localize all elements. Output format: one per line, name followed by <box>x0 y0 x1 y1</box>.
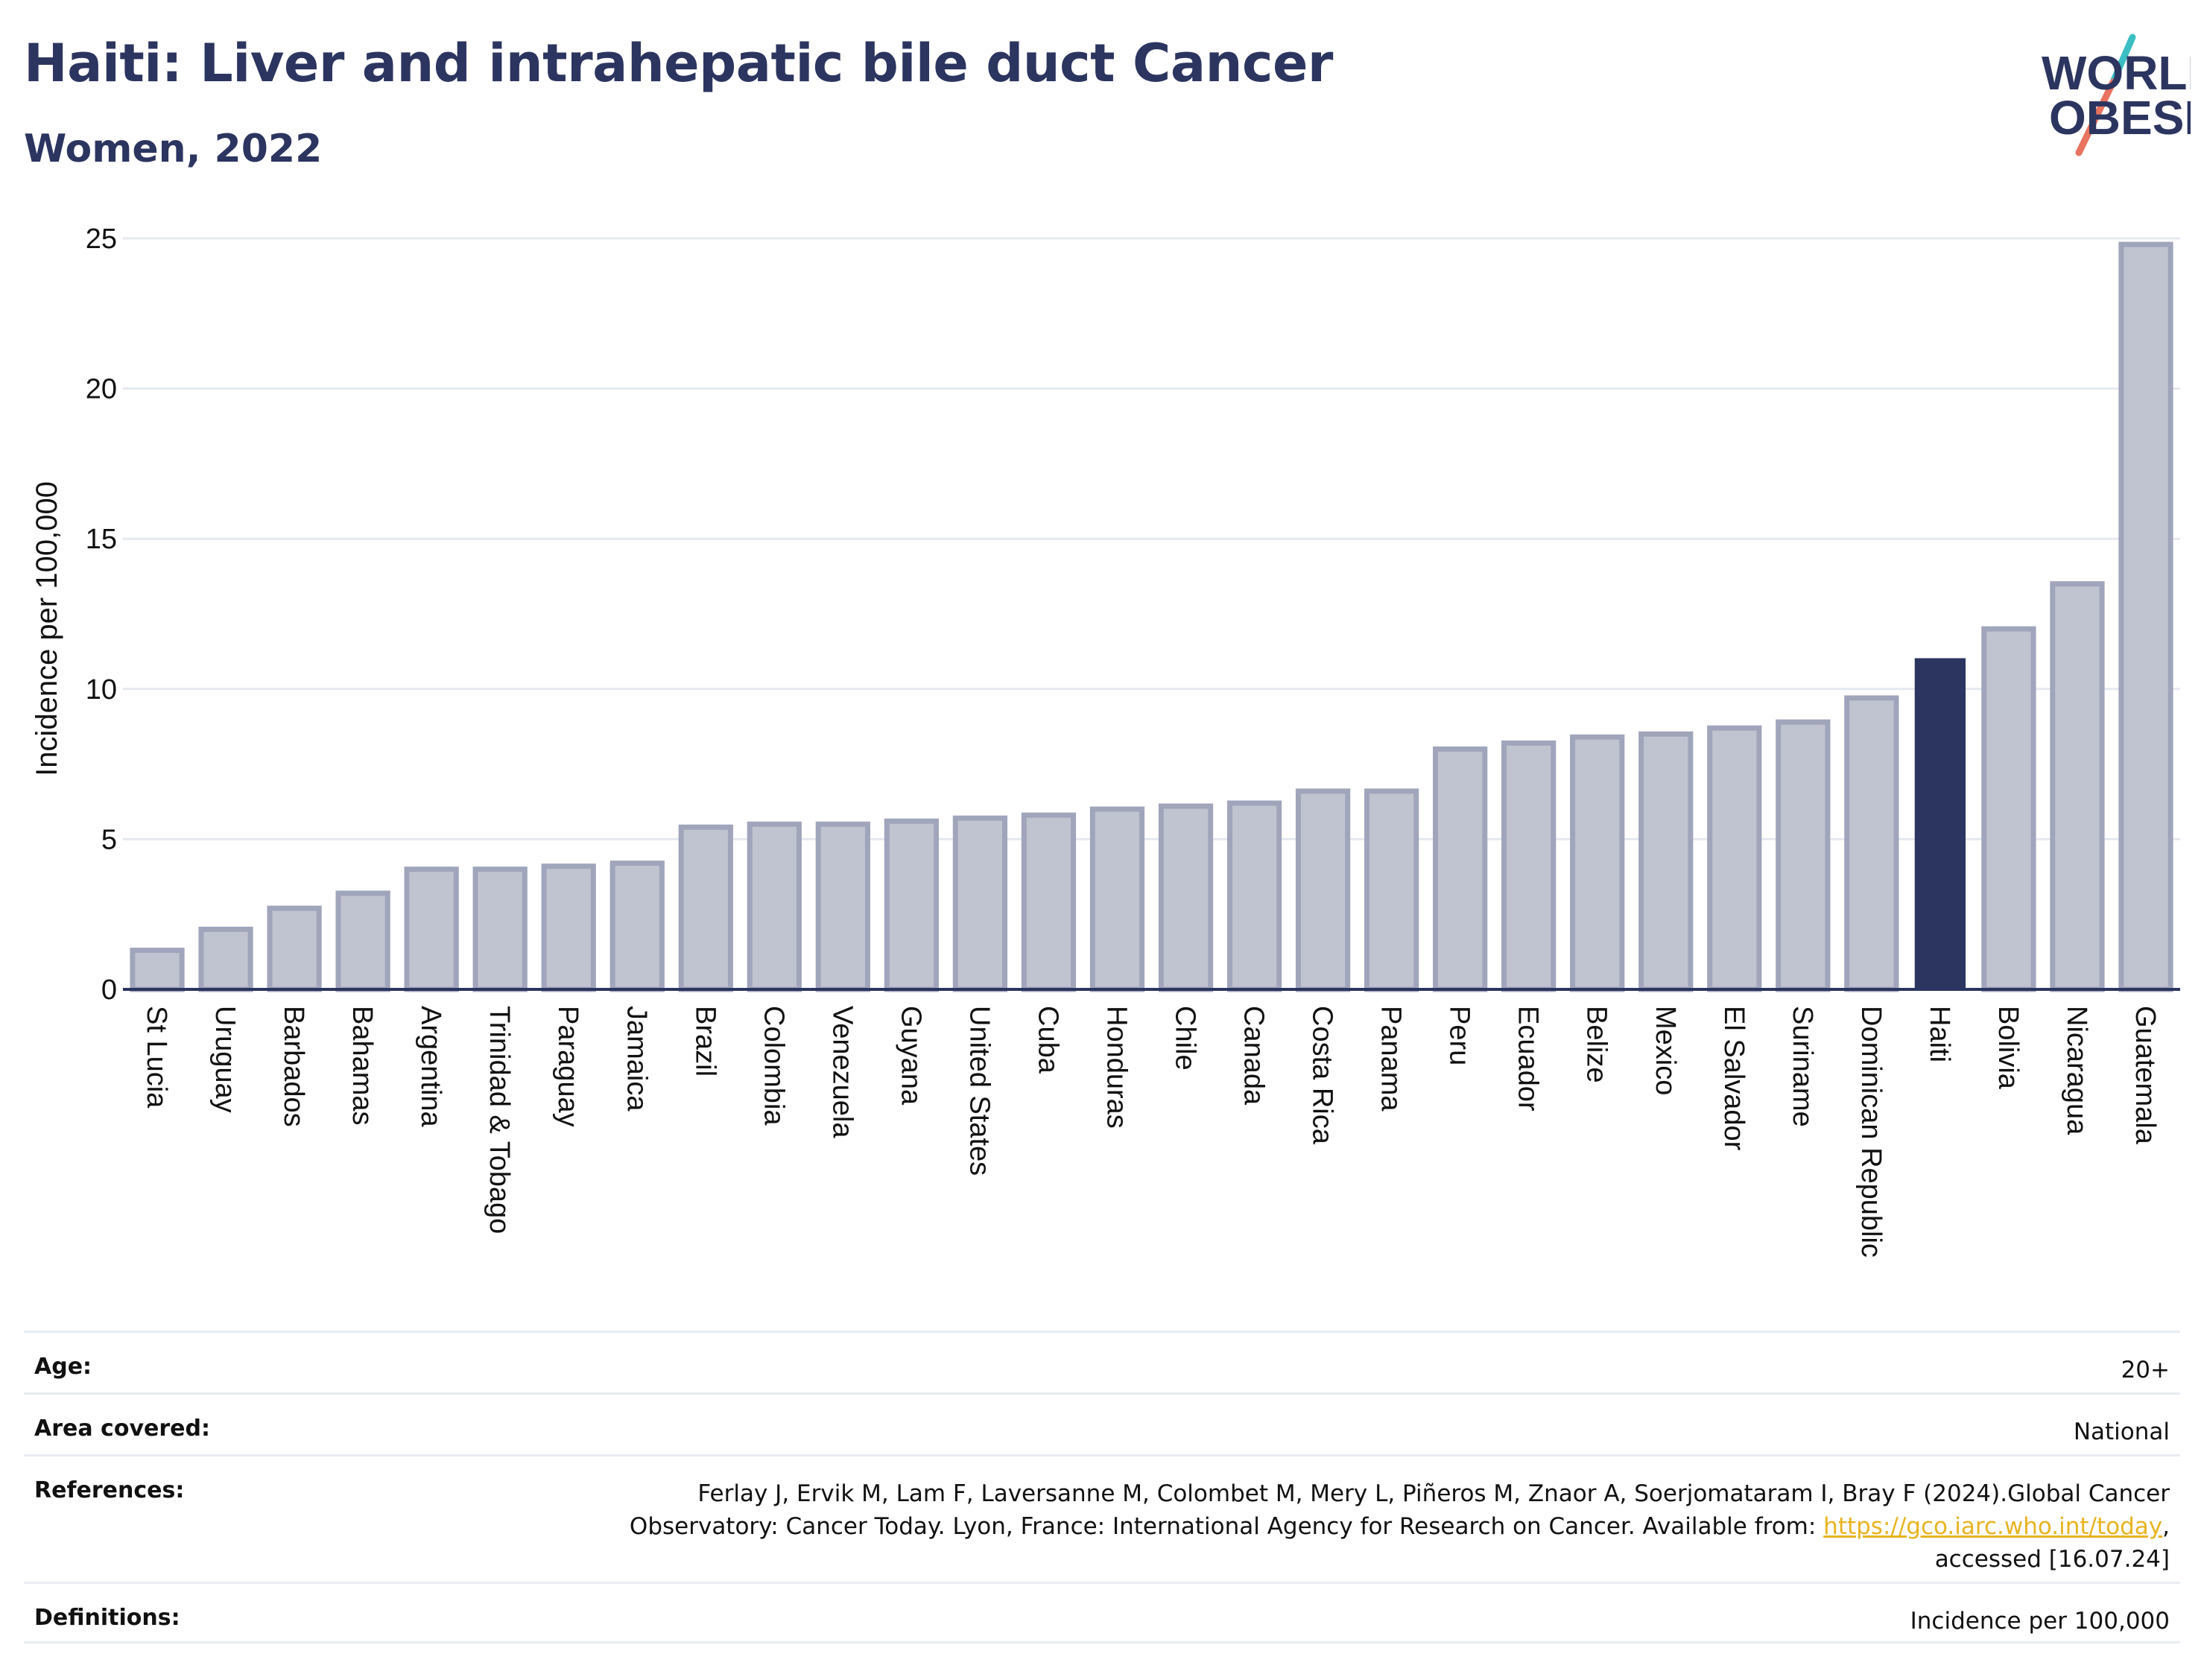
meta-row-definitions: Definitions: Incidence per 100,000 <box>24 1582 2180 1643</box>
bar-colombia <box>747 821 802 992</box>
bar-st-lucia <box>130 948 185 992</box>
bar-chart: 0 5 10 15 20 25 St Lucia Uruguay Barbados Bahama… <box>31 224 2180 1258</box>
x-tick-label: Honduras <box>1101 1006 1132 1129</box>
x-tick-label: Trinidad & Tobago <box>484 1006 515 1234</box>
bar-canada <box>1226 800 1282 992</box>
x-tick-label: Haiti <box>1924 1006 1955 1062</box>
references-line2-suffix: , <box>2162 1513 2170 1540</box>
x-tick-label: Suriname <box>1787 1006 1818 1127</box>
y-tick-label: 15 <box>86 524 117 555</box>
bar-cuba <box>1021 812 1077 992</box>
world-obesity-logo: WORLD OBESITY <box>2042 34 2191 156</box>
x-tick-label: Cuba <box>1032 1006 1063 1074</box>
meta-row-references: References: Ferlay J, Ervik M, Lam F, La… <box>24 1454 2180 1582</box>
x-tick-label: Panama <box>1375 1006 1407 1112</box>
area-label: Area covered: <box>34 1416 210 1442</box>
bar-dominican-republic <box>1844 695 1899 992</box>
bar-belize <box>1570 734 1625 992</box>
references-value: Ferlay J, Ervik M, Lam F, Laversanne M, … <box>630 1477 2170 1576</box>
logo-slash-teal <box>2109 34 2136 86</box>
bar-venezuela <box>815 821 870 992</box>
x-tick-label: Peru <box>1444 1006 1475 1065</box>
bar-panama <box>1364 788 1419 992</box>
bar-argentina <box>404 866 459 992</box>
x-axis-labels: St Lucia Uruguay Barbados Bahamas Argentina T… <box>141 1006 2161 1258</box>
references-line2: Observatory: Cancer Today. Lyon, France:… <box>629 1513 1824 1540</box>
bar-nicaragua <box>2050 581 2105 992</box>
bar-el-salvador <box>1707 725 1762 992</box>
x-tick-label: Jamaica <box>621 1006 652 1112</box>
references-line1: Ferlay J, Ervik M, Lam F, Laversanne M, … <box>697 1480 2170 1507</box>
bars <box>130 241 2173 992</box>
bar-suriname <box>1776 719 1831 992</box>
y-tick-label: 10 <box>86 674 117 706</box>
x-tick-label: Ecuador <box>1513 1006 1544 1112</box>
logo-slash-coral <box>2075 78 2117 156</box>
y-tick-label: 20 <box>86 374 117 405</box>
x-tick-label: Canada <box>1238 1006 1270 1106</box>
bar-honduras <box>1089 806 1145 992</box>
x-tick-label: Venezuela <box>826 1006 858 1138</box>
x-tick-label: El Salvador <box>1718 1006 1749 1151</box>
meta-row-area: Area covered: National <box>24 1392 2180 1454</box>
x-tick-label: St Lucia <box>141 1006 172 1109</box>
y-tick-label: 25 <box>86 224 117 255</box>
bar-barbados <box>267 905 322 992</box>
x-tick-label: Colombia <box>758 1006 789 1126</box>
x-tick-label: Barbados <box>278 1006 309 1127</box>
meta-row-age: Age: 20+ <box>24 1331 2180 1392</box>
bar-guyana <box>884 818 940 992</box>
x-tick-label: Mexico <box>1650 1006 1681 1095</box>
bar-paraguay <box>541 863 596 992</box>
references-line3: accessed [16.07.24] <box>1934 1546 2170 1573</box>
age-label: Age: <box>34 1354 92 1380</box>
definitions-label: Definitions: <box>34 1605 180 1631</box>
y-axis-label: Incidence per 100,000 <box>31 481 63 776</box>
bar-guatemala <box>2118 241 2173 992</box>
y-tick-label: 5 <box>101 824 117 855</box>
bar-bolivia <box>1981 626 2036 992</box>
chart-title: Haiti: Liver and intrahepatic bile duct … <box>24 33 1333 94</box>
chart-subtitle: Women, 2022 <box>24 127 323 171</box>
x-tick-label: Argentina <box>415 1006 446 1128</box>
bar-costa-rica <box>1295 788 1351 992</box>
area-value: National <box>2073 1419 2170 1445</box>
x-tick-label: Guatemala <box>2129 1006 2161 1145</box>
bar-ecuador <box>1501 740 1557 992</box>
references-link[interactable]: https://gco.iarc.who.int/today <box>1823 1513 2163 1540</box>
x-tick-label: Uruguay <box>209 1006 241 1113</box>
bar-jamaica <box>609 860 665 992</box>
bar-bahamas <box>335 890 390 992</box>
logo-line1: WORLD <box>2042 46 2191 100</box>
x-tick-label: Guyana <box>895 1006 926 1106</box>
x-tick-label: Paraguay <box>552 1006 583 1127</box>
x-tick-label: Brazil <box>689 1006 721 1077</box>
x-tick-label: United States <box>963 1006 995 1176</box>
x-tick-label: Costa Rica <box>1307 1006 1338 1145</box>
bar-haiti <box>1914 658 1966 990</box>
gridlines <box>123 237 2180 840</box>
bar-trinidad-tobago <box>472 866 528 992</box>
x-tick-label: Dominican Republic <box>1855 1006 1887 1258</box>
x-tick-label: Bolivia <box>1992 1006 2024 1090</box>
metadata-table: Age: 20+ Area covered: National Referenc… <box>24 1331 2180 1643</box>
references-label: References: <box>34 1477 185 1503</box>
bar-united-states <box>952 815 1008 992</box>
bar-mexico <box>1638 731 1694 992</box>
bar-peru <box>1433 746 1488 992</box>
definitions-value: Incidence per 100,000 <box>1910 1608 2170 1635</box>
x-tick-label: Bahamas <box>346 1006 378 1126</box>
x-tick-label: Nicaragua <box>2061 1006 2092 1135</box>
x-tick-label: Belize <box>1581 1006 1612 1083</box>
age-value: 20+ <box>2121 1357 2170 1383</box>
bar-chile <box>1158 803 1214 992</box>
bar-brazil <box>678 824 733 992</box>
logo-line2: OBESITY <box>2049 91 2191 145</box>
x-tick-label: Chile <box>1170 1006 1201 1071</box>
y-tick-label: 0 <box>101 974 117 1006</box>
bar-uruguay <box>198 926 253 992</box>
y-axis-ticks: 0 5 10 15 20 25 <box>86 224 117 1006</box>
